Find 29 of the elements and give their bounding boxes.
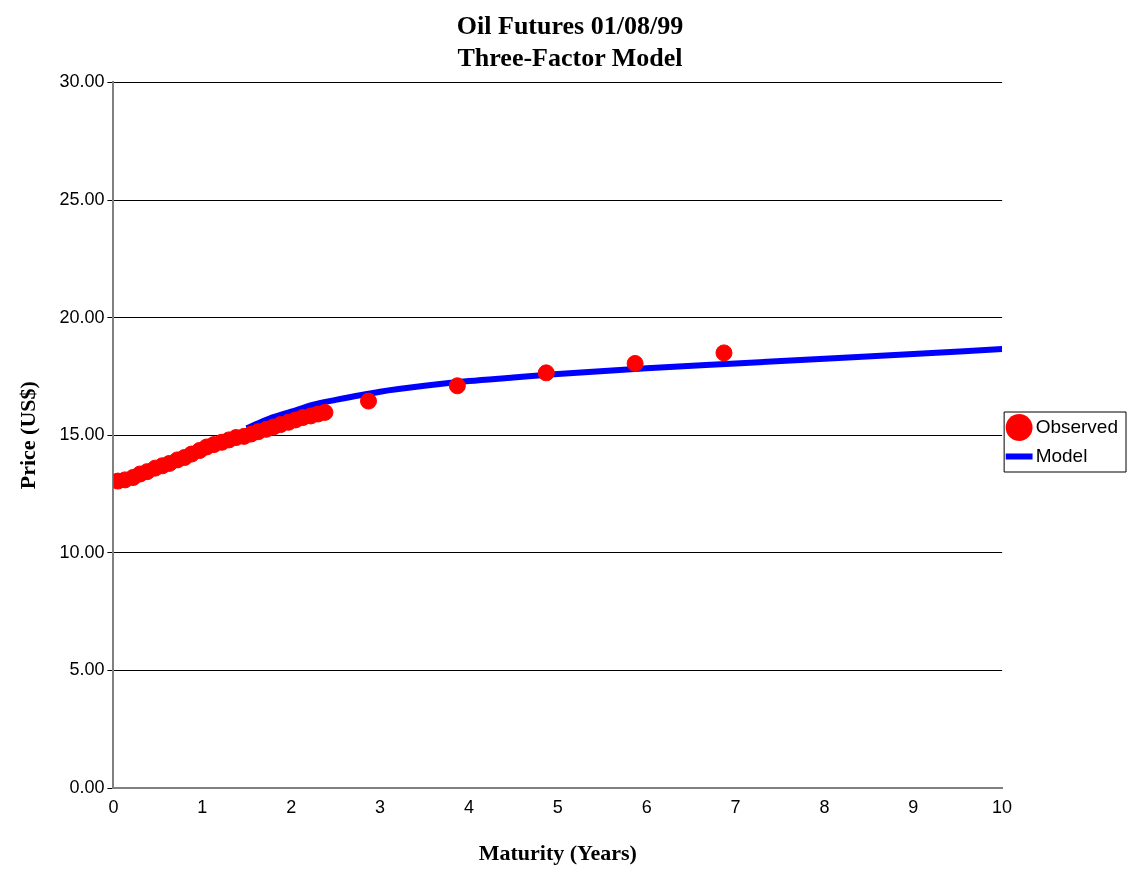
x-tick-label: 3 bbox=[375, 796, 386, 817]
legend-label: Model bbox=[1035, 444, 1088, 466]
x-axis-title: Maturity (Years) bbox=[478, 840, 637, 866]
text: Oil Futures 01/08/99 bbox=[456, 11, 684, 41]
x-tick-label: 2 bbox=[286, 796, 297, 817]
text: Three-Factor Model bbox=[457, 42, 683, 72]
x-tick-label: 1 bbox=[197, 796, 208, 817]
point bbox=[626, 354, 644, 372]
x-tick-label: 7 bbox=[730, 796, 741, 817]
x-tick-label: 0 bbox=[108, 796, 119, 817]
x-tick-label: 8 bbox=[819, 796, 830, 817]
point bbox=[448, 377, 466, 395]
point bbox=[360, 392, 377, 410]
y-axis-title: Price (US$) bbox=[14, 381, 40, 490]
y-tick-label: 30.00 bbox=[59, 71, 105, 92]
x-tick-label: 9 bbox=[908, 796, 919, 817]
y-tick-label: 25.00 bbox=[59, 188, 105, 209]
y-tick-label: 0.00 bbox=[69, 776, 105, 797]
x-tick-label: 4 bbox=[463, 796, 474, 817]
x-tick-label: 6 bbox=[641, 796, 652, 817]
point bbox=[537, 364, 555, 382]
y-tick-label: 15.00 bbox=[59, 424, 105, 445]
y-tick-label: 5.00 bbox=[69, 659, 105, 680]
legend-label: Observed bbox=[1035, 415, 1118, 437]
y-tick-label: 10.00 bbox=[59, 541, 105, 562]
x-tick-label: 10 bbox=[992, 796, 1013, 817]
point bbox=[715, 344, 733, 362]
y-tick-label: 20.00 bbox=[59, 306, 105, 327]
x-tick-label: 5 bbox=[552, 796, 563, 817]
